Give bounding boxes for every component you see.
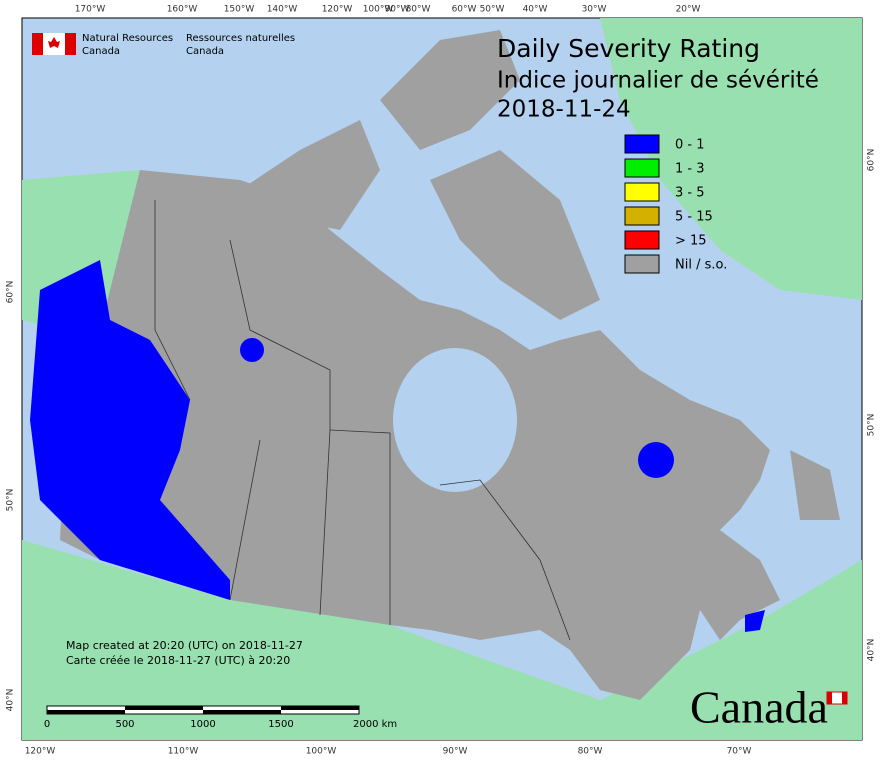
fire-danger [30,260,765,632]
longitude-label: 50°W [480,5,505,15]
legend-swatch [624,134,660,154]
island [380,30,520,150]
hudson-bay [393,348,517,492]
flag [48,37,60,48]
longitude-label: 110°W [168,747,199,757]
border [229,439,261,601]
usa [22,540,862,740]
longitude-label: 140°W [267,5,298,15]
legend-swatch [624,182,660,202]
legend-label: 1 - 3 [675,162,705,177]
latitude-label: 50°N [867,414,877,437]
border [229,239,331,430]
legend-swatch [624,230,660,250]
flag [65,33,76,55]
nrcan-logo [32,33,76,55]
longitude-label: 170°W [75,5,106,15]
land [22,18,862,740]
legend-swatch [624,206,660,226]
longitude-label: 90°W [443,747,468,757]
wordmark: Canada [690,682,828,733]
latitude-label: 40°N [6,689,16,712]
longitude-label: 70°W [727,747,752,757]
longitude-label: 90°W [385,5,410,15]
longitude-label: 160°W [167,5,198,15]
rating-area [30,260,230,600]
latitude-label: 50°N [6,489,16,512]
agency-fr: Ressources naturelles [186,33,295,44]
borders [154,200,571,641]
scale-label: 500 [115,719,134,730]
border [319,429,331,616]
longitude-label: 120°W [322,5,353,15]
longitude-label: 30°W [582,5,607,15]
newfoundland [790,450,840,520]
scale-bar [46,705,360,715]
scale-label: 1500 [268,719,293,730]
legend-swatch [624,254,660,274]
border [329,429,391,625]
rating-area [240,338,264,362]
legend-label: 0 - 1 [675,138,705,153]
agency-en: Canada [82,46,120,57]
latitude-label: 40°N [867,639,877,662]
legend-label: 5 - 15 [675,210,713,225]
longitude-label: 80°W [406,5,431,15]
date: 2018-11-24 [497,97,631,123]
scale-label: 0 [44,719,50,730]
island [240,120,380,230]
island [280,240,360,300]
legend-label: > 15 [675,234,707,249]
latitude-label: 60°N [867,149,877,172]
longitude-label: 100°W [363,5,394,15]
longitude-label: 60°W [452,5,477,15]
scale-segment [125,706,203,710]
rating-area [638,442,674,478]
legend-label: 3 - 5 [675,186,705,201]
scale-label: 2000 km [353,719,397,730]
flag [842,692,847,704]
scale-segment [47,710,125,714]
rating-area [745,610,765,632]
border [439,479,571,641]
agency-fr: Canada [186,46,224,57]
agency-en: Natural Resources [82,33,173,44]
scale-label: 1000 [190,719,215,730]
longitude-label: 150°W [224,5,255,15]
scale-segment [281,706,359,710]
longitude-label: 80°W [578,747,603,757]
footer: Map created at 20:20 (UTC) on 2018-11-27 [66,639,303,652]
legend-swatch [624,158,660,178]
longitude-label: 20°W [676,5,701,15]
border [154,200,191,401]
footer: Carte créée le 2018-11-27 (UTC) à 20:20 [66,654,290,667]
flag [32,33,43,55]
title: Daily Severity Rating [497,34,760,63]
subtitle: Indice journalier de sévérité [497,68,819,94]
canada-wordmark [826,691,848,705]
longitude-label: 120°W [25,747,56,757]
longitude-label: 100°W [306,747,337,757]
scale-segment [203,710,281,714]
legend-label: Nil / s.o. [675,258,727,273]
baffin-island [430,150,600,320]
greenland [600,18,862,300]
latitude-label: 60°N [6,281,16,304]
flag [827,692,832,704]
longitude-label: 40°W [523,5,548,15]
